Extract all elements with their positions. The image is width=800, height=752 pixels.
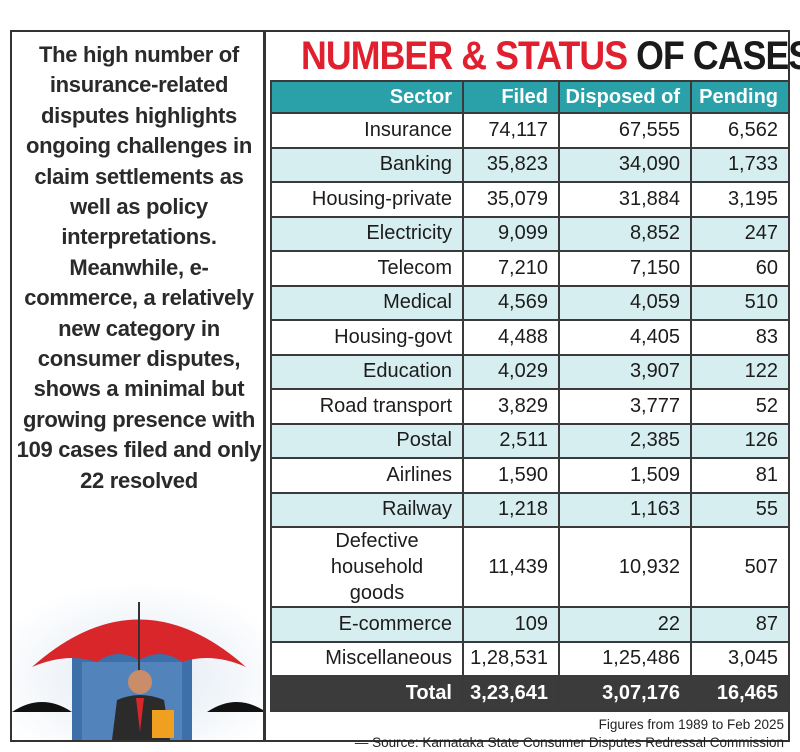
cell-pending: 87 [690, 606, 790, 643]
cell-filed: 1,218 [462, 491, 560, 528]
cell-sector: Electricity [270, 215, 464, 252]
title-part1: NUMBER & STATUS [301, 34, 628, 78]
chart-title: NUMBER & STATUS OF CASES [270, 32, 800, 80]
cell-pending: 126 [690, 422, 790, 459]
cell-pending: 6,562 [690, 112, 790, 149]
table-row: Miscellaneous 1,28,531 1,25,486 3,045 [270, 640, 790, 677]
table-row: Road transport 3,829 3,777 52 [270, 388, 790, 425]
cell-sector: Housing-govt [270, 319, 464, 356]
cell-filed: 74,117 [462, 112, 560, 149]
cell-disposed: 4,059 [558, 284, 692, 321]
header-sector: Sector [270, 80, 464, 114]
title-part2: OF CASES [636, 34, 800, 78]
header-disposed: Disposed of [558, 80, 692, 114]
cell-pending: 55 [690, 491, 790, 528]
cell-sector: Housing-private [270, 181, 464, 218]
cell-pending: 52 [690, 388, 790, 425]
cell-filed: 3,829 [462, 388, 560, 425]
cell-disposed: 4,405 [558, 319, 692, 356]
cell-disposed: 7,150 [558, 250, 692, 287]
table-row: Electricity 9,099 8,852 247 [270, 215, 790, 252]
cell-pending: 510 [690, 284, 790, 321]
table-row: E-commerce 109 22 87 [270, 606, 790, 643]
header-pending: Pending [690, 80, 790, 114]
summary-text: The high number of insurance-related dis… [16, 42, 262, 493]
cell-pending: 81 [690, 457, 790, 494]
cell-disposed: 2,385 [558, 422, 692, 459]
footer-note: Figures from 1989 to Feb 2025 [598, 716, 784, 732]
table-row: Housing-private 35,079 31,884 3,195 [270, 181, 790, 218]
table-row: Medical 4,569 4,059 510 [270, 284, 790, 321]
cell-disposed: 3,777 [558, 388, 692, 425]
umbrella-businessman-illustration [12, 582, 263, 740]
cases-table: Sector Filed Disposed of Pending Insuran… [270, 80, 790, 712]
total-sector: Total [270, 675, 464, 712]
cell-sector: Banking [270, 146, 464, 183]
cell-sector: Insurance [270, 112, 464, 149]
cell-pending: 83 [690, 319, 790, 356]
table-row: Postal 2,511 2,385 126 [270, 422, 790, 459]
cell-filed: 2,511 [462, 422, 560, 459]
cell-sector: Postal [270, 422, 464, 459]
cell-filed: 11,439 [462, 526, 560, 608]
table-row: Education 4,029 3,907 122 [270, 353, 790, 390]
cell-sector: Airlines [270, 457, 464, 494]
table-row: Insurance 74,117 67,555 6,562 [270, 112, 790, 149]
cell-filed: 7,210 [462, 250, 560, 287]
table-header-row: Sector Filed Disposed of Pending [270, 80, 790, 114]
header-filed: Filed [462, 80, 560, 114]
cell-sector: Road transport [270, 388, 464, 425]
cell-sector: Medical [270, 284, 464, 321]
cell-disposed: 22 [558, 606, 692, 643]
cell-filed: 109 [462, 606, 560, 643]
table-row: Defective household goods 11,439 10,932 507 [270, 526, 790, 608]
total-row: Total 3,23,641 3,07,176 16,465 [270, 675, 790, 712]
cell-disposed: 1,163 [558, 491, 692, 528]
cell-filed: 35,823 [462, 146, 560, 183]
right-panel: NUMBER & STATUS OF CASES Sector Filed Di… [270, 32, 800, 752]
cell-pending: 60 [690, 250, 790, 287]
cell-sector: Telecom [270, 250, 464, 287]
cell-sector: Miscellaneous [270, 640, 464, 677]
table-row: Housing-govt 4,488 4,405 83 [270, 319, 790, 356]
cell-pending: 122 [690, 353, 790, 390]
cell-filed: 4,569 [462, 284, 560, 321]
footer: Figures from 1989 to Feb 2025 — Source: … [270, 716, 784, 752]
cell-disposed: 10,932 [558, 526, 692, 608]
cell-pending: 3,195 [690, 181, 790, 218]
left-panel: The high number of insurance-related dis… [12, 32, 266, 740]
cell-filed: 1,28,531 [462, 640, 560, 677]
cell-sector: Railway [270, 491, 464, 528]
cell-filed: 4,029 [462, 353, 560, 390]
cell-filed: 4,488 [462, 319, 560, 356]
table-row: Telecom 7,210 7,150 60 [270, 250, 790, 287]
total-pending: 16,465 [690, 675, 790, 712]
cell-pending: 247 [690, 215, 790, 252]
cell-filed: 35,079 [462, 181, 560, 218]
table-row: Banking 35,823 34,090 1,733 [270, 146, 790, 183]
cell-disposed: 3,907 [558, 353, 692, 390]
cell-sector: Education [270, 353, 464, 390]
cell-sector: E-commerce [270, 606, 464, 643]
cell-pending: 507 [690, 526, 790, 608]
cell-disposed: 31,884 [558, 181, 692, 218]
infographic-frame [10, 30, 790, 742]
cell-disposed: 1,509 [558, 457, 692, 494]
table-row: Railway 1,218 1,163 55 [270, 491, 790, 528]
total-filed: 3,23,641 [462, 675, 560, 712]
cell-disposed: 67,555 [558, 112, 692, 149]
cell-sector: Defective household goods [270, 526, 464, 608]
cell-pending: 1,733 [690, 146, 790, 183]
cell-disposed: 8,852 [558, 215, 692, 252]
cell-filed: 9,099 [462, 215, 560, 252]
cell-filed: 1,590 [462, 457, 560, 494]
cell-disposed: 34,090 [558, 146, 692, 183]
table-row: Airlines 1,590 1,509 81 [270, 457, 790, 494]
cell-pending: 3,045 [690, 640, 790, 677]
footer-source: — Source: Karnataka State Consumer Dispu… [354, 734, 784, 750]
cell-disposed: 1,25,486 [558, 640, 692, 677]
total-disposed: 3,07,176 [558, 675, 692, 712]
